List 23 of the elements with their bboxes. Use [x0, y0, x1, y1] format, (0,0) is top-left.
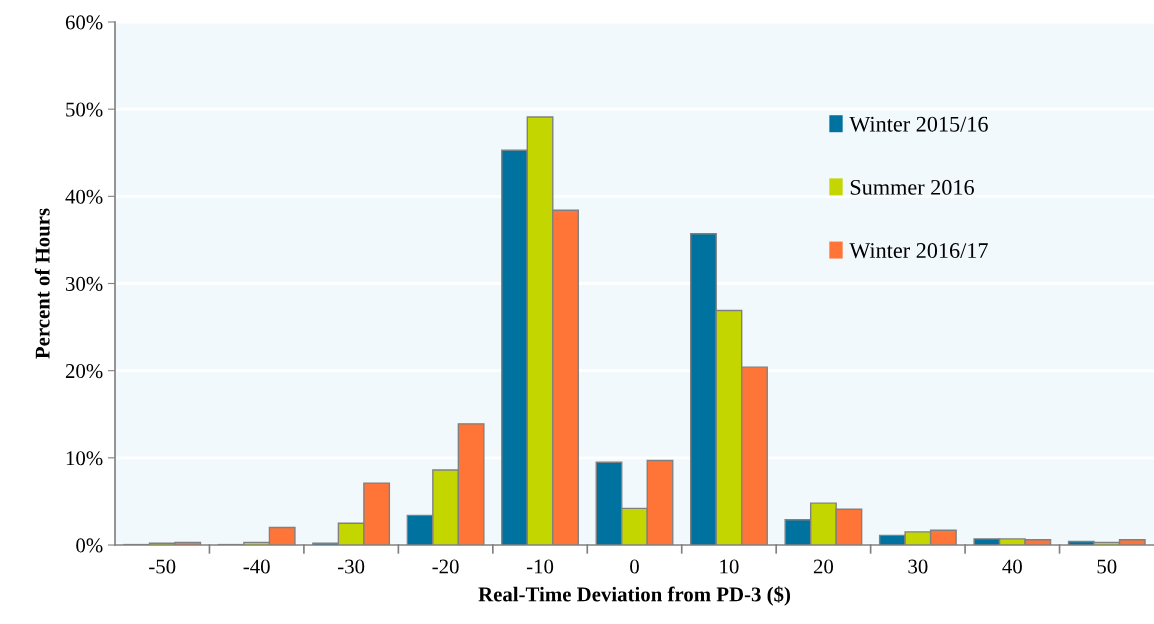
x-tick-label: -40 [243, 559, 270, 574]
y-axis-title: Percent of Hours [34, 208, 50, 359]
y-tick-label: 30% [66, 276, 103, 291]
legend-label: Winter 2016/17 [849, 243, 988, 259]
y-tick-label: 60% [65, 15, 103, 30]
x-tick-label: -20 [432, 559, 459, 574]
x-tick-label: -50 [149, 559, 176, 574]
y-tick-label: 10% [66, 451, 103, 466]
legend-label: Winter 2015/16 [849, 116, 988, 132]
x-tick-label: 10 [720, 559, 739, 574]
legend-label: Summer 2016 [850, 179, 974, 195]
x-axis-title: Real-Time Deviation from PD-3 ($) [478, 586, 791, 606]
y-tick-label: 50% [66, 102, 103, 117]
x-tick-label: 40 [1002, 559, 1022, 574]
y-tick-label: 0% [76, 538, 103, 553]
x-tick-label: 20 [813, 559, 834, 574]
x-tick-label: 50 [1097, 559, 1117, 574]
x-tick-label: 0 [630, 559, 639, 574]
x-tick-label: -10 [526, 559, 554, 574]
y-tick-label: 40% [65, 189, 103, 204]
x-tick-label: 30 [908, 559, 928, 574]
y-tick-label: 20% [65, 364, 103, 379]
x-tick-label: -30 [338, 559, 365, 574]
